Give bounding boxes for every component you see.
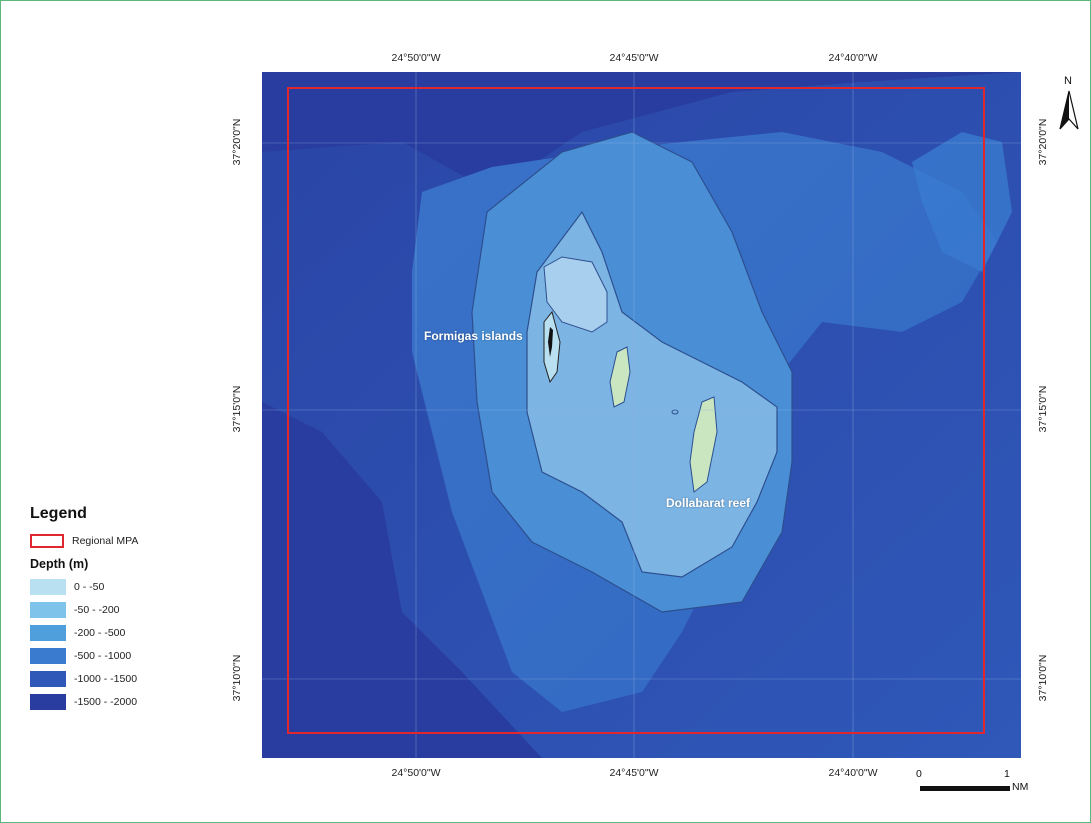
depth-row: -200 - -500 (30, 623, 230, 642)
scale-start: 0 (916, 768, 922, 780)
scale-bar-line (920, 786, 1010, 791)
shoal-north (543, 256, 608, 333)
top-tick-24-40: 24°40'0"W (828, 52, 878, 64)
top-tick-24-50: 24°50'0"W (391, 52, 441, 64)
depth-label: -200 - -500 (74, 626, 126, 639)
dollabarat-shoal (689, 396, 718, 493)
depth-swatch (30, 693, 66, 710)
mpa-label: Regional MPA (72, 535, 139, 547)
legend-title: Legend (30, 505, 87, 522)
mpa-swatch (30, 534, 64, 548)
scale-unit: NM (1012, 781, 1029, 793)
north-letter: N (1064, 75, 1072, 87)
depth-label: -500 - -1000 (74, 649, 132, 662)
bottom-tick-24-45: 24°45'0"W (609, 767, 659, 779)
bathymetry-svg (262, 72, 1021, 758)
scale-bar: 0 1 NM (916, 768, 1036, 798)
left-tick-37-15: 37°15'0"N (231, 385, 243, 433)
label-dollabarat-reef: Dollabarat reef (666, 496, 751, 510)
graticule (262, 72, 1021, 758)
depth-row: -1000 - -1500 (30, 669, 230, 688)
top-tick-24-45: 24°45'0"W (609, 52, 659, 64)
regional-mpa-boundary (287, 87, 985, 734)
right-tick-37-15: 37°15'0"N (1037, 385, 1049, 433)
north-arrow-icon (1059, 90, 1079, 130)
bottom-tick-24-50: 24°50'0"W (391, 767, 441, 779)
depth-label: -1000 - -1500 (74, 672, 138, 685)
depth-title: Depth (m) (30, 557, 89, 571)
right-tick-37-10: 37°10'0"N (1037, 654, 1049, 702)
depth-row: -500 - -1000 (30, 646, 230, 665)
depth-swatch (30, 624, 66, 641)
depth-swatch (30, 670, 66, 687)
legend: Legend Regional MPA Depth (m) 0 - -50 -5… (30, 505, 230, 715)
depth-swatch (30, 647, 66, 664)
depth-label: -50 - -200 (74, 603, 120, 616)
right-tick-37-20: 37°20'0"N (1037, 118, 1049, 166)
bathymetry-map[interactable]: Formigas islands Dollabarat reef (262, 72, 1021, 758)
depth-row: 0 - -50 (30, 577, 230, 596)
depth-swatch (30, 601, 66, 618)
depth-label: -1500 - -2000 (74, 695, 138, 708)
central-shoal (609, 346, 631, 408)
legend-mpa-row: Regional MPA (30, 531, 230, 551)
depth-row: -50 - -200 (30, 600, 230, 619)
depth-swatch (30, 578, 66, 595)
left-tick-37-10: 37°10'0"N (231, 654, 243, 702)
shallow-ne-patch (912, 132, 1012, 272)
left-tick-37-20: 37°20'0"N (231, 118, 243, 166)
bottom-tick-24-40: 24°40'0"W (828, 767, 878, 779)
north-arrow: N (1058, 75, 1080, 135)
depth-row: -1500 - -2000 (30, 692, 230, 711)
label-formigas-islands: Formigas islands (424, 329, 523, 343)
formigas-rocks (548, 327, 553, 357)
depth-label: 0 - -50 (74, 580, 105, 593)
scale-end: 1 (1004, 768, 1010, 780)
